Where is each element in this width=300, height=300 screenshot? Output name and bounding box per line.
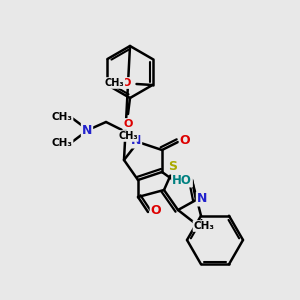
Text: O: O (123, 119, 133, 129)
Text: HO: HO (172, 173, 192, 187)
Text: CH₃: CH₃ (52, 138, 73, 148)
Text: N: N (82, 124, 92, 136)
Text: S: S (169, 160, 178, 173)
Text: CH₃: CH₃ (194, 221, 214, 231)
Text: O: O (180, 134, 190, 146)
Text: N: N (131, 134, 141, 148)
Text: O: O (151, 205, 161, 218)
Text: CH₃: CH₃ (118, 131, 138, 141)
Text: N: N (197, 193, 207, 206)
Text: CH₃: CH₃ (52, 112, 73, 122)
Text: O: O (122, 78, 131, 88)
Text: CH₃: CH₃ (105, 78, 124, 88)
